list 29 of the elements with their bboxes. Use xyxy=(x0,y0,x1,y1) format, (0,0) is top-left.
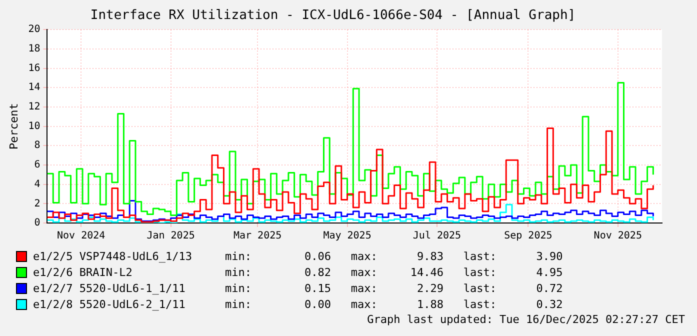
y-tick-label: 20 xyxy=(28,24,40,36)
text: min: 0.15 max: 2.29 last: 0.72 xyxy=(225,282,563,294)
x-tick-label: Jan 2025 xyxy=(146,230,195,242)
x-tick-label: Mar 2025 xyxy=(233,230,282,242)
legend-label: e1/2/7 5520-UdL6-1_1/11 xyxy=(33,282,186,294)
y-tick-label: 10 xyxy=(28,120,40,132)
text: Graph last updated: Tue 16/Dec/2025 02:27:27 CET xyxy=(367,313,685,326)
y-tick-label: 0 xyxy=(34,218,40,229)
y-tick-label: 2 xyxy=(34,198,40,210)
text: min: 0.00 max: 1.88 last: 0.32 xyxy=(225,298,563,310)
legend-label: e1/2/8 5520-UdL6-2_1/11 xyxy=(33,298,186,310)
legend-label: e1/2/6 BRAIN-L2 xyxy=(33,266,134,278)
x-tick-label: May 2025 xyxy=(323,230,372,242)
text: min: 0.82 max: 14.46 last: 4.95 xyxy=(225,266,563,278)
y-tick-label: 14 xyxy=(28,82,40,94)
legend-label: e1/2/5 VSP7448-UdL6_1/13 xyxy=(33,250,193,262)
x-tick-label: Nov 2025 xyxy=(594,230,642,242)
y-tick-label: 4 xyxy=(34,178,40,190)
x-tick-label: Jul 2025 xyxy=(412,230,462,242)
y-tick-label: 18 xyxy=(28,44,40,55)
x-tick-label: Nov 2024 xyxy=(56,230,106,242)
x-tick-label: Sep 2025 xyxy=(504,230,552,242)
y-tick-label: 16 xyxy=(28,62,40,74)
text: min: 0.06 max: 9.83 last: 3.90 xyxy=(225,250,563,262)
y-tick-label: 12 xyxy=(28,102,40,113)
chart-title: Interface RX Utilization - ICX-UdL6-1066e-S04 - [Annual Graph] xyxy=(90,8,576,24)
y-tick-label: 6 xyxy=(34,160,40,171)
y-axis-title: Percent xyxy=(7,103,20,150)
y-tick-label: 8 xyxy=(34,140,40,152)
